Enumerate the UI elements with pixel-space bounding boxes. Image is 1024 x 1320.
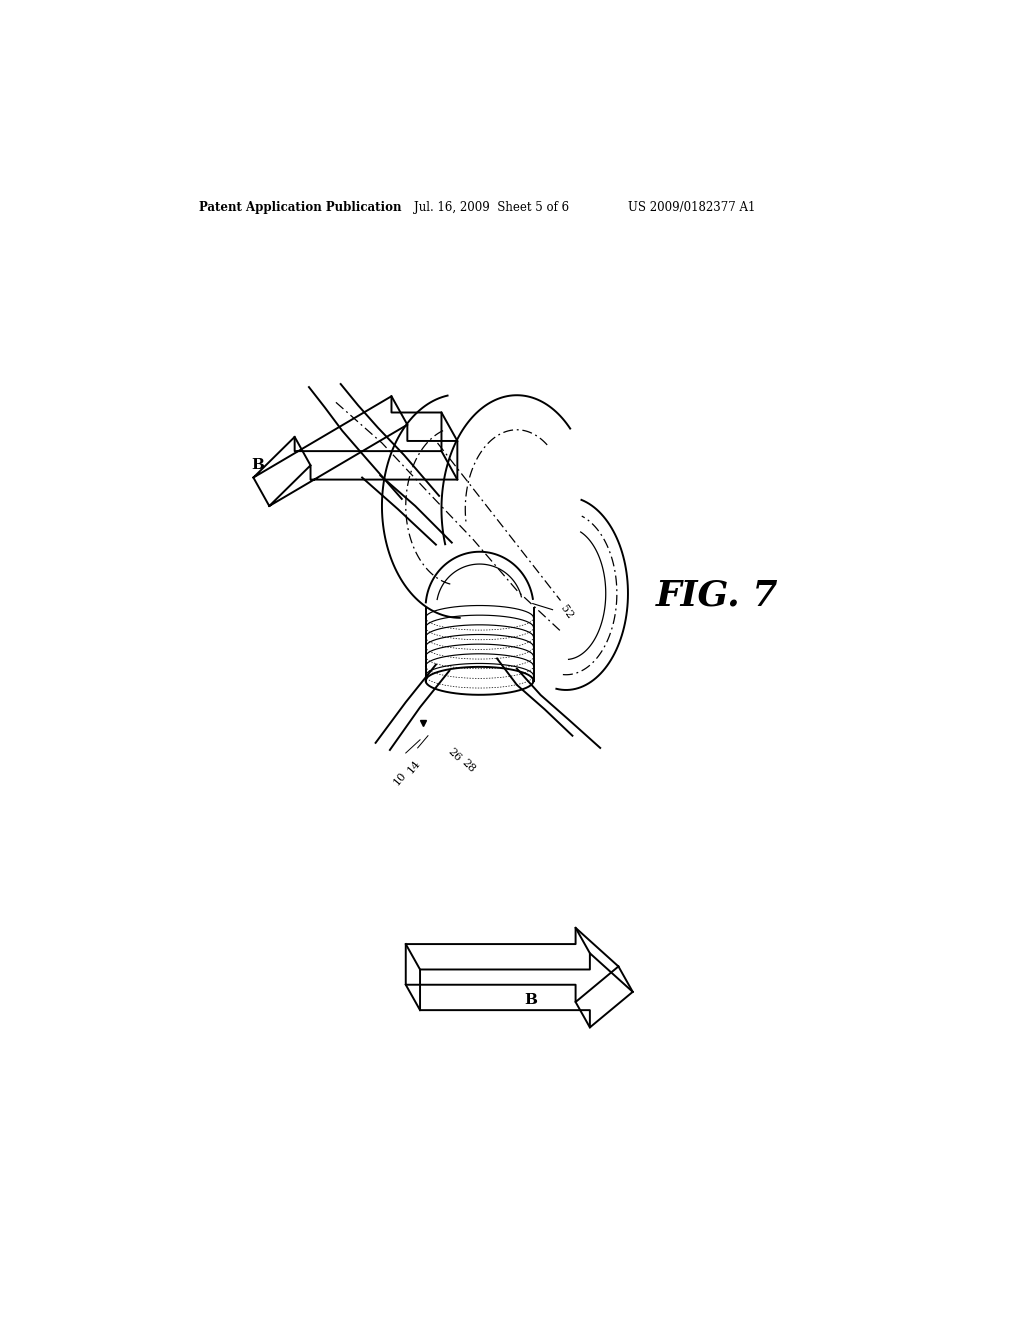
Text: 26: 26 [445,746,463,763]
Text: 28: 28 [460,758,477,775]
Text: US 2009/0182377 A1: US 2009/0182377 A1 [628,201,756,214]
Text: 52: 52 [558,603,574,620]
Text: B: B [524,993,538,1007]
Text: Jul. 16, 2009  Sheet 5 of 6: Jul. 16, 2009 Sheet 5 of 6 [414,201,568,214]
Text: 14: 14 [406,758,423,775]
Text: 10: 10 [391,770,409,787]
Text: FIG. 7: FIG. 7 [655,578,778,612]
Text: Patent Application Publication: Patent Application Publication [200,201,402,214]
Text: B: B [251,458,264,473]
